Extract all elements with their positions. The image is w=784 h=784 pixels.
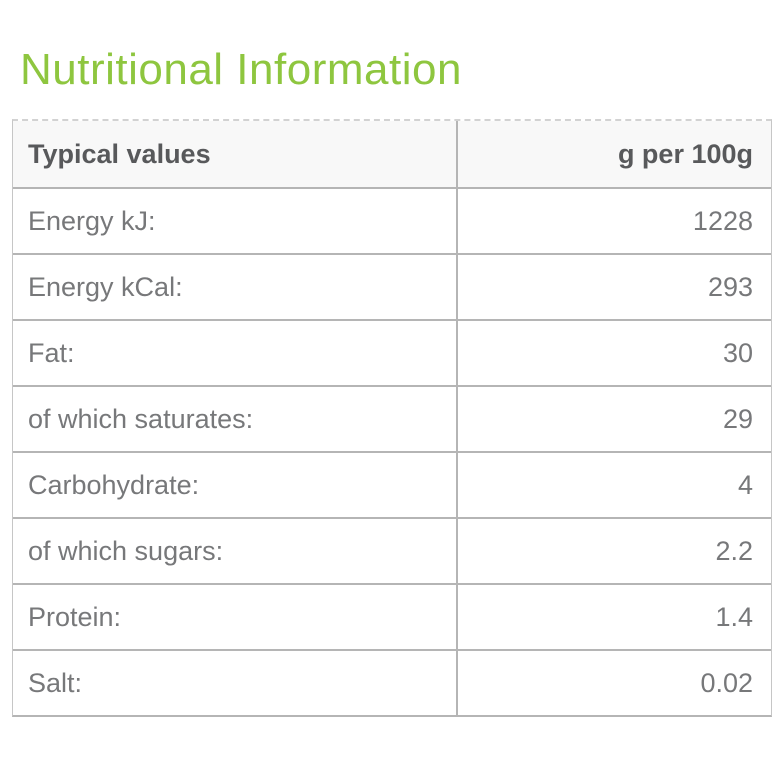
- table-row-fat: Fat: 30: [13, 321, 771, 388]
- row-value: 30: [722, 337, 753, 368]
- page-title: Nutritional Information: [20, 45, 462, 94]
- row-label: Fat:: [13, 321, 458, 386]
- nutrition-table: Typical values g per 100g Energy kJ: 122…: [12, 119, 772, 718]
- row-label: Energy kCal:: [13, 255, 458, 320]
- row-value: 0.02: [700, 667, 753, 698]
- row-label: Energy kJ:: [13, 189, 458, 254]
- table-row-saturates: of which saturates: 29: [13, 387, 771, 454]
- row-value: 29: [722, 403, 753, 434]
- row-value: 1.4: [715, 601, 753, 632]
- table-row-energy-kcal: Energy kCal: 293: [13, 255, 771, 322]
- row-value: 2.2: [715, 535, 753, 566]
- row-label: of which saturates:: [13, 387, 458, 452]
- table-row-salt: Salt: 0.02: [13, 651, 771, 716]
- table-header-row: Typical values g per 100g: [13, 121, 771, 190]
- row-value: 4: [737, 469, 753, 500]
- row-value: 293: [707, 271, 753, 302]
- row-label: Carbohydrate:: [13, 453, 458, 518]
- row-label: Protein:: [13, 585, 458, 650]
- row-label: of which sugars:: [13, 519, 458, 584]
- header-unit-per-100g: g per 100g: [617, 138, 753, 169]
- row-label: Salt:: [13, 651, 458, 716]
- table-row-carbohydrate: Carbohydrate: 4: [13, 453, 771, 520]
- row-value: 1228: [692, 205, 753, 236]
- table-row-sugars: of which sugars: 2.2: [13, 519, 771, 586]
- table-row-energy-kj: Energy kJ: 1228: [13, 189, 771, 256]
- header-typical-values: Typical values: [13, 121, 458, 188]
- table-row-protein: Protein: 1.4: [13, 585, 771, 652]
